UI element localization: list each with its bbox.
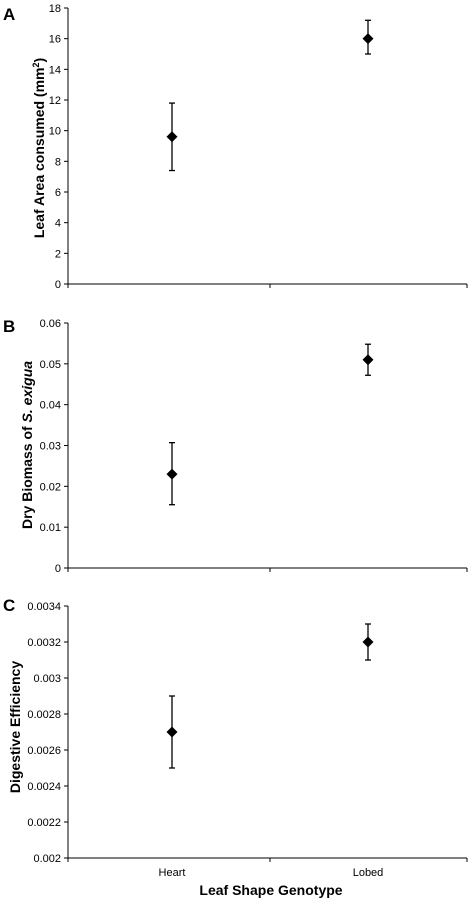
y-tick-label: 4 (55, 218, 61, 230)
x-axis-title: Leaf Shape Genotype (199, 882, 342, 898)
panel-letter-a: A (3, 5, 15, 24)
data-point-lobed (362, 354, 374, 366)
data-point-heart (166, 726, 178, 738)
panel-letter-b: B (3, 317, 15, 336)
y-tick-label: 0.0028 (27, 709, 61, 721)
y-tick-label: 0.03 (40, 441, 61, 453)
y-tick-label: 8 (55, 156, 61, 168)
y-tick-label: 0.02 (40, 481, 61, 493)
panel-c-plot: 0.002 0.0022 0.0024 0.0026 0.0028 0.003 0.0032… (27, 601, 468, 879)
y-tick-label: 2 (55, 248, 61, 260)
y-tick-label: 0.003 (33, 673, 61, 685)
panel-a-plot: 0 2 4 6 8 10 12 14 16 18 (49, 3, 468, 291)
y-tick-label: 6 (55, 187, 61, 199)
y-tick-label: 0.0032 (27, 637, 61, 649)
x-tick-label: Heart (159, 867, 186, 879)
y-tick-label: 0.002 (33, 853, 61, 865)
panel-a-ylabel: Leaf Area consumed (mm2) (31, 58, 47, 238)
y-tick-label: 12 (49, 95, 61, 107)
y-tick-label: 18 (49, 3, 61, 15)
y-tick-label: 0.0022 (27, 817, 61, 829)
y-tick-label: 0 (55, 563, 61, 575)
y-tick-label: 0.0034 (27, 601, 61, 613)
y-tick-label: 0.01 (40, 522, 61, 534)
panel-letter-c: C (3, 596, 15, 615)
y-tick-label: 0.0026 (27, 745, 61, 757)
panel-c-ylabel: Digestive Efficiency (7, 661, 23, 793)
data-point-lobed (362, 636, 374, 648)
y-tick-label: 0.05 (40, 359, 61, 371)
panel-b-plot: 0 0.01 0.02 0.03 0.04 0.05 0.06 (40, 318, 468, 575)
x-tick-label: Lobed (353, 867, 384, 879)
data-point-heart (166, 131, 178, 143)
data-point-heart (166, 468, 178, 480)
y-tick-label: 0.04 (40, 400, 61, 412)
y-tick-label: 0.06 (40, 318, 61, 330)
data-point-lobed (362, 33, 374, 45)
y-tick-label: 10 (49, 126, 61, 138)
y-tick-label: 14 (49, 64, 61, 76)
y-tick-label: 0 (55, 279, 61, 291)
panel-b-ylabel: Dry Biomass of S. exigua (19, 361, 35, 529)
y-tick-label: 0.0024 (27, 781, 61, 793)
y-tick-label: 16 (49, 34, 61, 46)
